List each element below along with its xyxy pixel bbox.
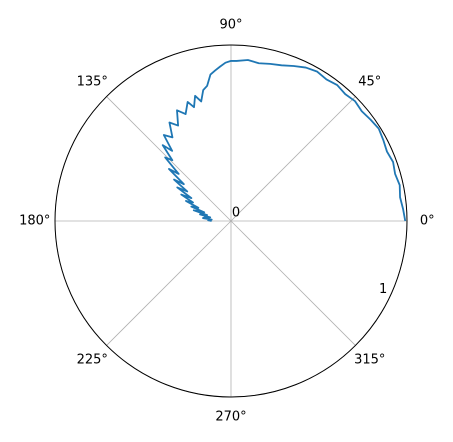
polar-frame — [54, 44, 408, 398]
theta-tick-label: 180° — [19, 214, 50, 229]
r-tick-label: 0 — [232, 206, 240, 221]
theta-gridline — [230, 220, 356, 346]
theta-tick-label: 225° — [77, 352, 108, 367]
theta-tick-label: 0° — [420, 214, 435, 229]
theta-tick-label: 90° — [219, 17, 242, 32]
theta-tick-label: 315° — [354, 352, 385, 367]
r-tick-label: 1 — [379, 282, 387, 297]
theta-tick-label: 45° — [358, 75, 381, 90]
polar-grid — [54, 44, 408, 398]
theta-tick-label: 270° — [215, 410, 246, 425]
theta-gridline — [106, 220, 232, 346]
tick-labels: 0° 45° 90° 135° 180° 225° 270° 315° 0 1 — [19, 17, 435, 424]
theta-tick-label: 135° — [77, 75, 108, 90]
series-layer — [161, 59, 407, 222]
series-line — [161, 59, 407, 222]
theta-gridline — [230, 96, 356, 222]
